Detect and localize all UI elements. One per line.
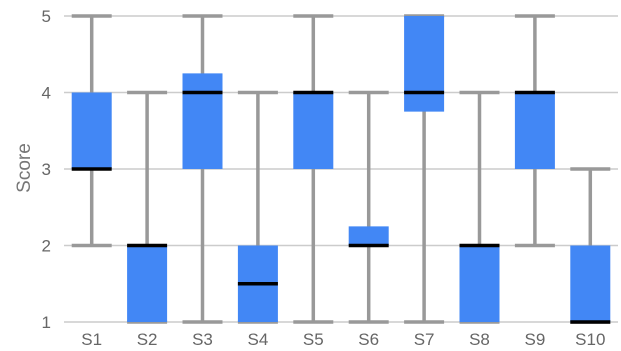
box-s6 [348, 90, 389, 324]
box-s7 [404, 14, 445, 324]
box-rect-s5 [293, 92, 334, 169]
x-tick-label-s7: S7 [414, 330, 435, 349]
y-tick-label-3: 3 [42, 160, 51, 179]
box-rect-s1 [71, 92, 112, 169]
box-s8 [459, 90, 500, 324]
box-rect-s7 [404, 16, 445, 112]
x-tick-label-s1: S1 [81, 330, 102, 349]
box-s5 [293, 14, 334, 324]
box-s4 [237, 90, 278, 324]
box-rect-s6 [348, 226, 389, 246]
box-s2 [127, 90, 168, 324]
box-rect-s10 [570, 245, 611, 322]
x-axis-tick-labels: S1 S2 S3 S4 S5 S6 S7 S8 S9 S10 [81, 330, 605, 349]
y-tick-label-4: 4 [42, 84, 51, 103]
y-tick-label-2: 2 [42, 237, 51, 256]
x-tick-label-s3: S3 [192, 330, 213, 349]
box-rect-s2 [127, 245, 168, 322]
box-s1 [71, 14, 112, 248]
y-axis-tick-labels: 1 2 3 4 5 [42, 7, 51, 332]
box-rect-s8 [459, 245, 500, 322]
x-tick-label-s5: S5 [303, 330, 324, 349]
box-s3 [182, 14, 223, 324]
x-tick-label-s9: S9 [525, 330, 546, 349]
box-rect-s9 [514, 92, 555, 169]
y-tick-label-1: 1 [42, 313, 51, 332]
y-axis-title: Score [14, 143, 35, 193]
x-tick-label-s8: S8 [469, 330, 490, 349]
x-tick-label-s6: S6 [358, 330, 379, 349]
box-s9 [514, 14, 555, 248]
x-tick-label-s10: S10 [575, 330, 605, 349]
x-tick-label-s4: S4 [248, 330, 269, 349]
box-rect-s3 [182, 73, 223, 169]
box-series [71, 14, 611, 324]
y-tick-label-5: 5 [42, 7, 51, 26]
x-tick-label-s2: S2 [137, 330, 158, 349]
box-s10 [570, 167, 611, 324]
